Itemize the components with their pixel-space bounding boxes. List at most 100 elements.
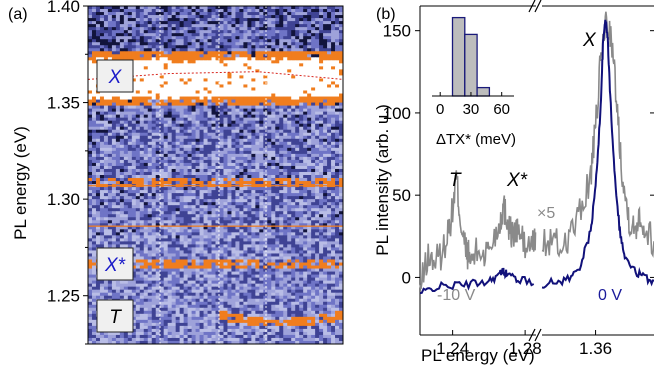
- heatmap-cell: [251, 96, 256, 100]
- heatmap-cell: [175, 217, 181, 221]
- heatmap-cell: [319, 87, 324, 91]
- heatmap-cell: [223, 147, 228, 152]
- heatmap-cell: [275, 211, 280, 215]
- heatmap-cell: [187, 120, 192, 125]
- heatmap-cell: [203, 126, 208, 131]
- heatmap-cell: [175, 238, 181, 242]
- heatmap-cell: [255, 138, 260, 143]
- heatmap-cell: [307, 232, 312, 236]
- heatmap-cell: [279, 147, 284, 152]
- heatmap-cell: [319, 24, 324, 28]
- heatmap-cell: [207, 12, 212, 16]
- heatmap-cell: [231, 171, 236, 176]
- heatmap-cell: [143, 42, 149, 46]
- heatmap-cell: [195, 120, 200, 125]
- heatmap-cell: [147, 78, 153, 82]
- heatmap-cell: [135, 99, 141, 103]
- heatmap-cell: [271, 144, 276, 149]
- heatmap-cell: [127, 199, 133, 203]
- heatmap-cell: [199, 117, 204, 122]
- heatmap-cell: [159, 193, 165, 197]
- heatmap-cell: [111, 99, 117, 103]
- heatmap-cell: [315, 153, 320, 158]
- heatmap-cell: [119, 147, 125, 152]
- heatmap-cell: [291, 51, 296, 55]
- heatmap-cell: [239, 75, 244, 79]
- heatmap-cell: [231, 75, 236, 79]
- heatmap-cell: [243, 84, 248, 88]
- heatmap-cell: [279, 132, 284, 137]
- heatmap-cell: [231, 99, 236, 103]
- heatmap-cell: [143, 144, 149, 149]
- heatmap-cell: [227, 15, 232, 19]
- heatmap-cell: [103, 205, 109, 209]
- heatmap-cell: [319, 159, 324, 164]
- heatmap-cell: [139, 181, 145, 185]
- heatmap-cell: [163, 72, 169, 76]
- heatmap-cell: [247, 72, 252, 76]
- heatmap-cell: [307, 217, 312, 221]
- heatmap-cell: [311, 141, 316, 146]
- heatmap-cell: [319, 15, 324, 19]
- heatmap-cell: [327, 81, 332, 85]
- heatmap-cell: [91, 223, 97, 227]
- heatmap-cell: [215, 217, 220, 221]
- heatmap-cell: [255, 15, 260, 19]
- heatmap-cell: [243, 48, 248, 52]
- heatmap-cell: [211, 48, 216, 52]
- heatmap-cell: [127, 102, 133, 106]
- heatmap-cell: [127, 18, 133, 22]
- heatmap-cell: [199, 30, 204, 34]
- heatmap-cell: [139, 6, 145, 10]
- heatmap-cell: [235, 175, 240, 179]
- heatmap-cell: [151, 223, 157, 227]
- heatmap-cell: [239, 72, 244, 76]
- heatmap-cell: [151, 217, 157, 221]
- heatmap-cell: [259, 12, 264, 16]
- heatmap-cell: [155, 108, 161, 113]
- heatmap-cell: [219, 138, 224, 143]
- heatmap-cell: [139, 102, 145, 106]
- heatmap-cell: [187, 150, 192, 155]
- heatmap-cell: [235, 96, 240, 100]
- heatmap-cell: [291, 60, 296, 64]
- heatmap-cell: [175, 232, 181, 236]
- heatmap-cell: [219, 181, 224, 185]
- heatmap-cell: [259, 42, 264, 46]
- heatmap-cell: [135, 193, 141, 197]
- heatmap-cell: [103, 108, 109, 113]
- heatmap-cell: [255, 199, 260, 203]
- heatmap-cell: [203, 66, 208, 70]
- heatmap-cell: [95, 153, 101, 158]
- heatmap-cell: [111, 171, 117, 176]
- heatmap-cell: [139, 168, 145, 173]
- heatmap-cell: [99, 138, 105, 143]
- heatmap-cell: [291, 108, 296, 113]
- heatmap-cell: [251, 69, 256, 73]
- heatmap-cell: [299, 129, 304, 134]
- heatmap-cell: [171, 99, 177, 103]
- heatmap-cell: [335, 208, 340, 212]
- heatmap-cell: [243, 15, 248, 19]
- heatmap-cell: [179, 27, 185, 31]
- heatmap-cell: [195, 87, 200, 91]
- heatmap-cell: [327, 235, 332, 239]
- heatmap-cell: [243, 21, 248, 25]
- heatmap-cell: [239, 187, 244, 191]
- heatmap-cell: [171, 21, 177, 25]
- heatmap-cell: [151, 57, 157, 61]
- heatmap-cell: [91, 199, 97, 203]
- heatmap-cell: [255, 54, 260, 58]
- heatmap-cell: [95, 6, 101, 10]
- heatmap-cell: [339, 144, 343, 149]
- heatmap-cell: [303, 66, 308, 70]
- heatmap-cell: [231, 153, 236, 158]
- heatmap-cell: [187, 21, 192, 25]
- heatmap-cell: [231, 6, 236, 10]
- heatmap-cell: [227, 135, 232, 140]
- heatmap-cell: [271, 162, 276, 167]
- heatmap-cell: [299, 144, 304, 149]
- heatmap-cell: [303, 33, 308, 37]
- heatmap-cell: [119, 156, 125, 161]
- heatmap-cell: [323, 81, 328, 85]
